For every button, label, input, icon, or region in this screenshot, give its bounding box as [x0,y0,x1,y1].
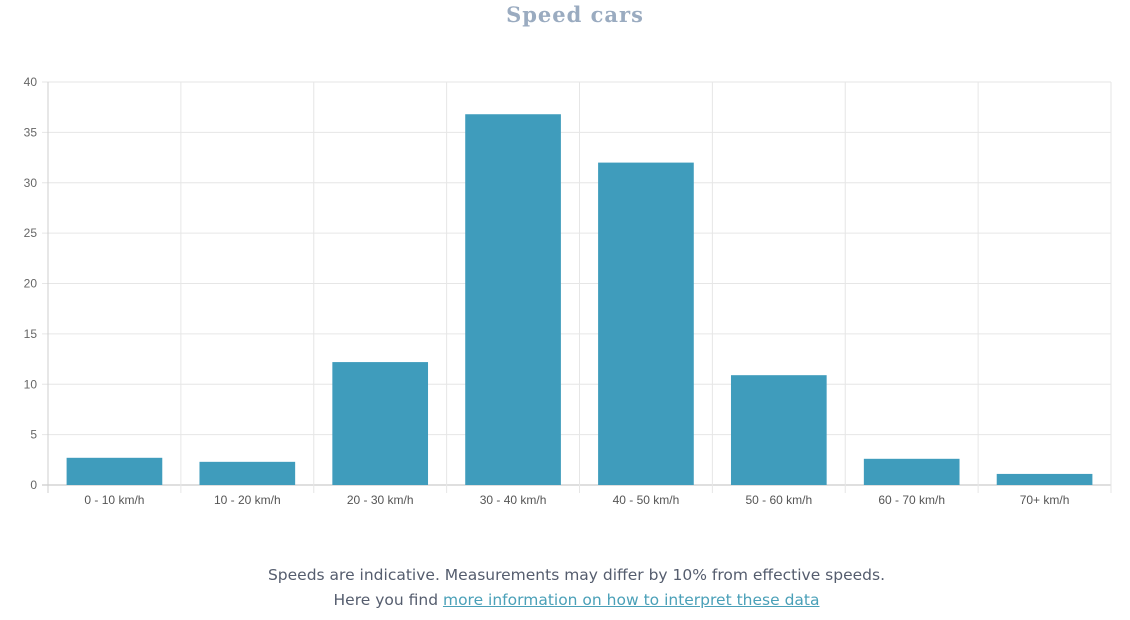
y-tick-label: 20 [24,277,38,291]
x-tick-label: 60 - 70 km/h [878,493,945,507]
y-tick-label: 10 [24,377,38,391]
x-tick-label: 30 - 40 km/h [480,493,547,507]
x-tick-label: 20 - 30 km/h [347,493,414,507]
y-tick-label: 25 [24,226,38,240]
chart-title: Speed cars [506,2,644,27]
y-tick-label: 15 [24,327,38,341]
bar [996,473,1093,485]
x-tick-label: 0 - 10 km/h [84,493,144,507]
bar [66,457,163,485]
info-prefix: Here you find [333,591,443,609]
x-tick-label: 10 - 20 km/h [214,493,281,507]
bar [199,461,296,485]
bar [730,375,827,485]
y-tick-label: 30 [24,176,38,190]
speed-disclaimer: Speeds are indicative. Measurements may … [267,566,886,584]
x-tick-label: 50 - 60 km/h [745,493,812,507]
y-tick-label: 40 [24,75,38,89]
info-line: Here you find more information on how to… [0,591,1130,609]
y-tick-label: 35 [24,125,38,139]
bar [598,162,694,485]
bar [465,114,561,486]
y-tick-label: 5 [30,428,37,442]
interpretation-info-link[interactable]: more information on how to interpret the… [442,591,820,609]
bar [332,362,429,485]
x-tick-label: 70+ km/h [1020,493,1070,507]
bar [863,458,960,485]
y-tick-label: 0 [30,478,37,492]
x-tick-label: 40 - 50 km/h [613,493,680,507]
speed-bar-chart: 0 5 10 15 20 25 30 35 40 0 - 10 km/h 10 - 20 km/h 2… [24,75,1112,507]
